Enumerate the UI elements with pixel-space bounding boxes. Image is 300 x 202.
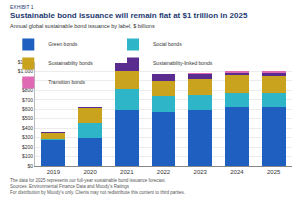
svg-text:2023: 2023 <box>194 169 208 175</box>
svg-text:2024: 2024 <box>230 169 244 175</box>
svg-text:For distribution by Moody's on: For distribution by Moody's only. Client… <box>10 190 185 195</box>
svg-text:2022: 2022 <box>157 169 171 175</box>
svg-text:2025: 2025 <box>267 169 281 175</box>
svg-text:$800: $800 <box>21 87 33 94</box>
svg-text:$700: $700 <box>22 97 33 103</box>
svg-text:Transition bonds: Transition bonds <box>48 79 85 85</box>
svg-text:$200: $200 <box>22 144 33 150</box>
svg-text:Social bonds: Social bonds <box>153 41 182 47</box>
svg-text:Annual global sustainable bond: Annual global sustainable bond issuance … <box>10 23 155 29</box>
svg-text:$600: $600 <box>22 106 33 112</box>
svg-text:$1,000: $1,000 <box>17 68 33 75</box>
svg-text:$500: $500 <box>22 115 33 121</box>
svg-text:Sustainability bonds: Sustainability bonds <box>48 60 93 66</box>
svg-text:Sustainability-linked bonds: Sustainability-linked bonds <box>153 60 213 66</box>
svg-text:Sources: Environmental Finance: Sources: Environmental Finance Data and … <box>10 184 130 189</box>
svg-text:$0: $0 <box>27 163 33 169</box>
svg-text:2021: 2021 <box>120 169 134 175</box>
svg-text:Sustainable bond issuance will: Sustainable bond issuance will remain fl… <box>10 11 248 20</box>
svg-text:$400: $400 <box>22 125 33 131</box>
svg-text:2020: 2020 <box>83 169 97 175</box>
svg-text:$100: $100 <box>22 153 33 159</box>
svg-text:The data for 2025 represents o: The data for 2025 represents our full-ye… <box>10 178 166 183</box>
svg-text:2019: 2019 <box>47 169 61 175</box>
svg-text:$300: $300 <box>22 134 33 140</box>
svg-text:EXHIBIT 1: EXHIBIT 1 <box>10 4 34 10</box>
svg-text:Green bonds: Green bonds <box>48 41 77 47</box>
